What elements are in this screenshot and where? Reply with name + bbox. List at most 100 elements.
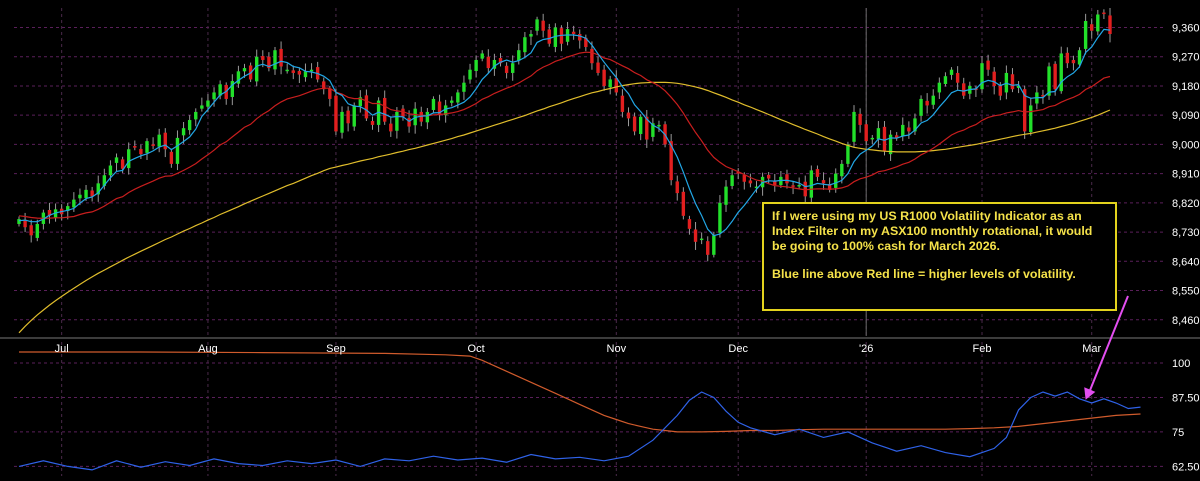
candle xyxy=(870,134,874,145)
indicator-y-axis: 100 87.50 75 62.50 xyxy=(1172,358,1200,473)
candle-body xyxy=(852,111,856,142)
candle-body xyxy=(645,116,649,140)
candle xyxy=(638,114,643,141)
candle-body xyxy=(1083,20,1088,49)
candle xyxy=(815,165,820,182)
candle xyxy=(163,128,167,158)
candle xyxy=(943,72,948,87)
candle-body xyxy=(888,134,893,155)
annotation-box: If I were using my US R1000 Volatility I… xyxy=(762,202,1117,311)
candle-body xyxy=(370,121,375,125)
annotation-text-1: If I were using my US R1000 Volatility I… xyxy=(772,209,1107,254)
candle-body xyxy=(931,95,935,105)
candle-body xyxy=(1108,15,1112,34)
candle xyxy=(242,63,247,78)
candle xyxy=(620,89,625,118)
candle xyxy=(255,49,259,87)
candle xyxy=(803,175,807,203)
candle-body xyxy=(541,20,545,31)
x-tick-label: Mar xyxy=(1082,343,1101,355)
candle-body xyxy=(419,111,423,122)
candle xyxy=(1090,18,1094,39)
candle-body xyxy=(206,100,210,107)
candle-body xyxy=(986,60,990,70)
candle xyxy=(352,102,356,131)
candle xyxy=(200,97,204,112)
x-tick-label: Oct xyxy=(468,343,485,355)
price-y-tick-label: 9,180 xyxy=(1172,81,1200,93)
candle-body xyxy=(230,81,235,97)
candle-body xyxy=(169,151,174,164)
candle xyxy=(187,115,192,135)
candle xyxy=(547,23,551,47)
candle-body xyxy=(127,149,131,169)
candle-body xyxy=(163,132,167,150)
candle-body xyxy=(255,56,259,82)
price-y-tick-label: 8,550 xyxy=(1172,286,1200,298)
candle-body xyxy=(72,199,76,208)
candle-body xyxy=(498,58,503,64)
candle-body xyxy=(785,174,789,184)
candle-body xyxy=(511,63,515,73)
indicator-y-tick-label: 75 xyxy=(1172,427,1184,439)
candle-body xyxy=(827,184,832,190)
candle xyxy=(584,34,588,52)
candle xyxy=(852,105,856,148)
candle xyxy=(931,89,935,109)
candle xyxy=(596,56,600,76)
candle-body xyxy=(602,69,606,86)
candle-body xyxy=(937,82,942,93)
candle xyxy=(468,63,472,84)
candle xyxy=(127,142,131,175)
candle xyxy=(523,32,527,59)
candle xyxy=(949,67,954,80)
candle-body xyxy=(151,144,155,147)
candle xyxy=(498,53,503,67)
candle xyxy=(608,75,612,95)
candle xyxy=(535,16,539,36)
candle-body xyxy=(261,56,265,60)
price-y-tick-label: 8,820 xyxy=(1172,198,1200,210)
candle-body xyxy=(620,95,625,112)
candle xyxy=(681,187,686,220)
candle xyxy=(114,153,119,172)
candle xyxy=(882,121,887,156)
candle xyxy=(35,219,39,242)
candle xyxy=(175,130,180,171)
candle xyxy=(322,77,326,95)
candle-body xyxy=(846,144,850,164)
candle xyxy=(431,96,436,113)
candle-body xyxy=(273,50,277,70)
candle-body xyxy=(901,124,905,136)
candle xyxy=(1053,61,1057,96)
candle xyxy=(645,109,649,148)
candle xyxy=(1083,13,1088,55)
candle xyxy=(334,88,338,135)
candle-body xyxy=(145,141,149,153)
annotation-line-2: Index Filter on my ASX100 monthly rotati… xyxy=(772,224,1093,238)
indicator-y-tick-label: 62.50 xyxy=(1172,461,1200,473)
candle-body xyxy=(53,209,58,218)
candle-body xyxy=(1053,63,1057,90)
candle xyxy=(876,121,881,148)
candle xyxy=(687,215,692,235)
candle xyxy=(401,105,405,121)
candle-body xyxy=(437,101,442,116)
candle xyxy=(1010,68,1015,93)
candle-body xyxy=(480,53,484,59)
candle xyxy=(578,29,582,49)
candle xyxy=(651,117,655,142)
candle xyxy=(925,93,929,114)
candle xyxy=(626,107,631,127)
candle-body xyxy=(425,111,430,123)
candle-body xyxy=(194,111,198,120)
candle-body xyxy=(919,98,923,116)
candle xyxy=(785,169,789,189)
candle-body xyxy=(693,229,698,242)
candle xyxy=(443,99,448,123)
candle xyxy=(346,106,350,132)
candle xyxy=(78,188,82,206)
candle xyxy=(328,85,332,107)
indicator-y-tick-label: 87.50 xyxy=(1172,392,1200,404)
candle-body xyxy=(285,69,289,72)
